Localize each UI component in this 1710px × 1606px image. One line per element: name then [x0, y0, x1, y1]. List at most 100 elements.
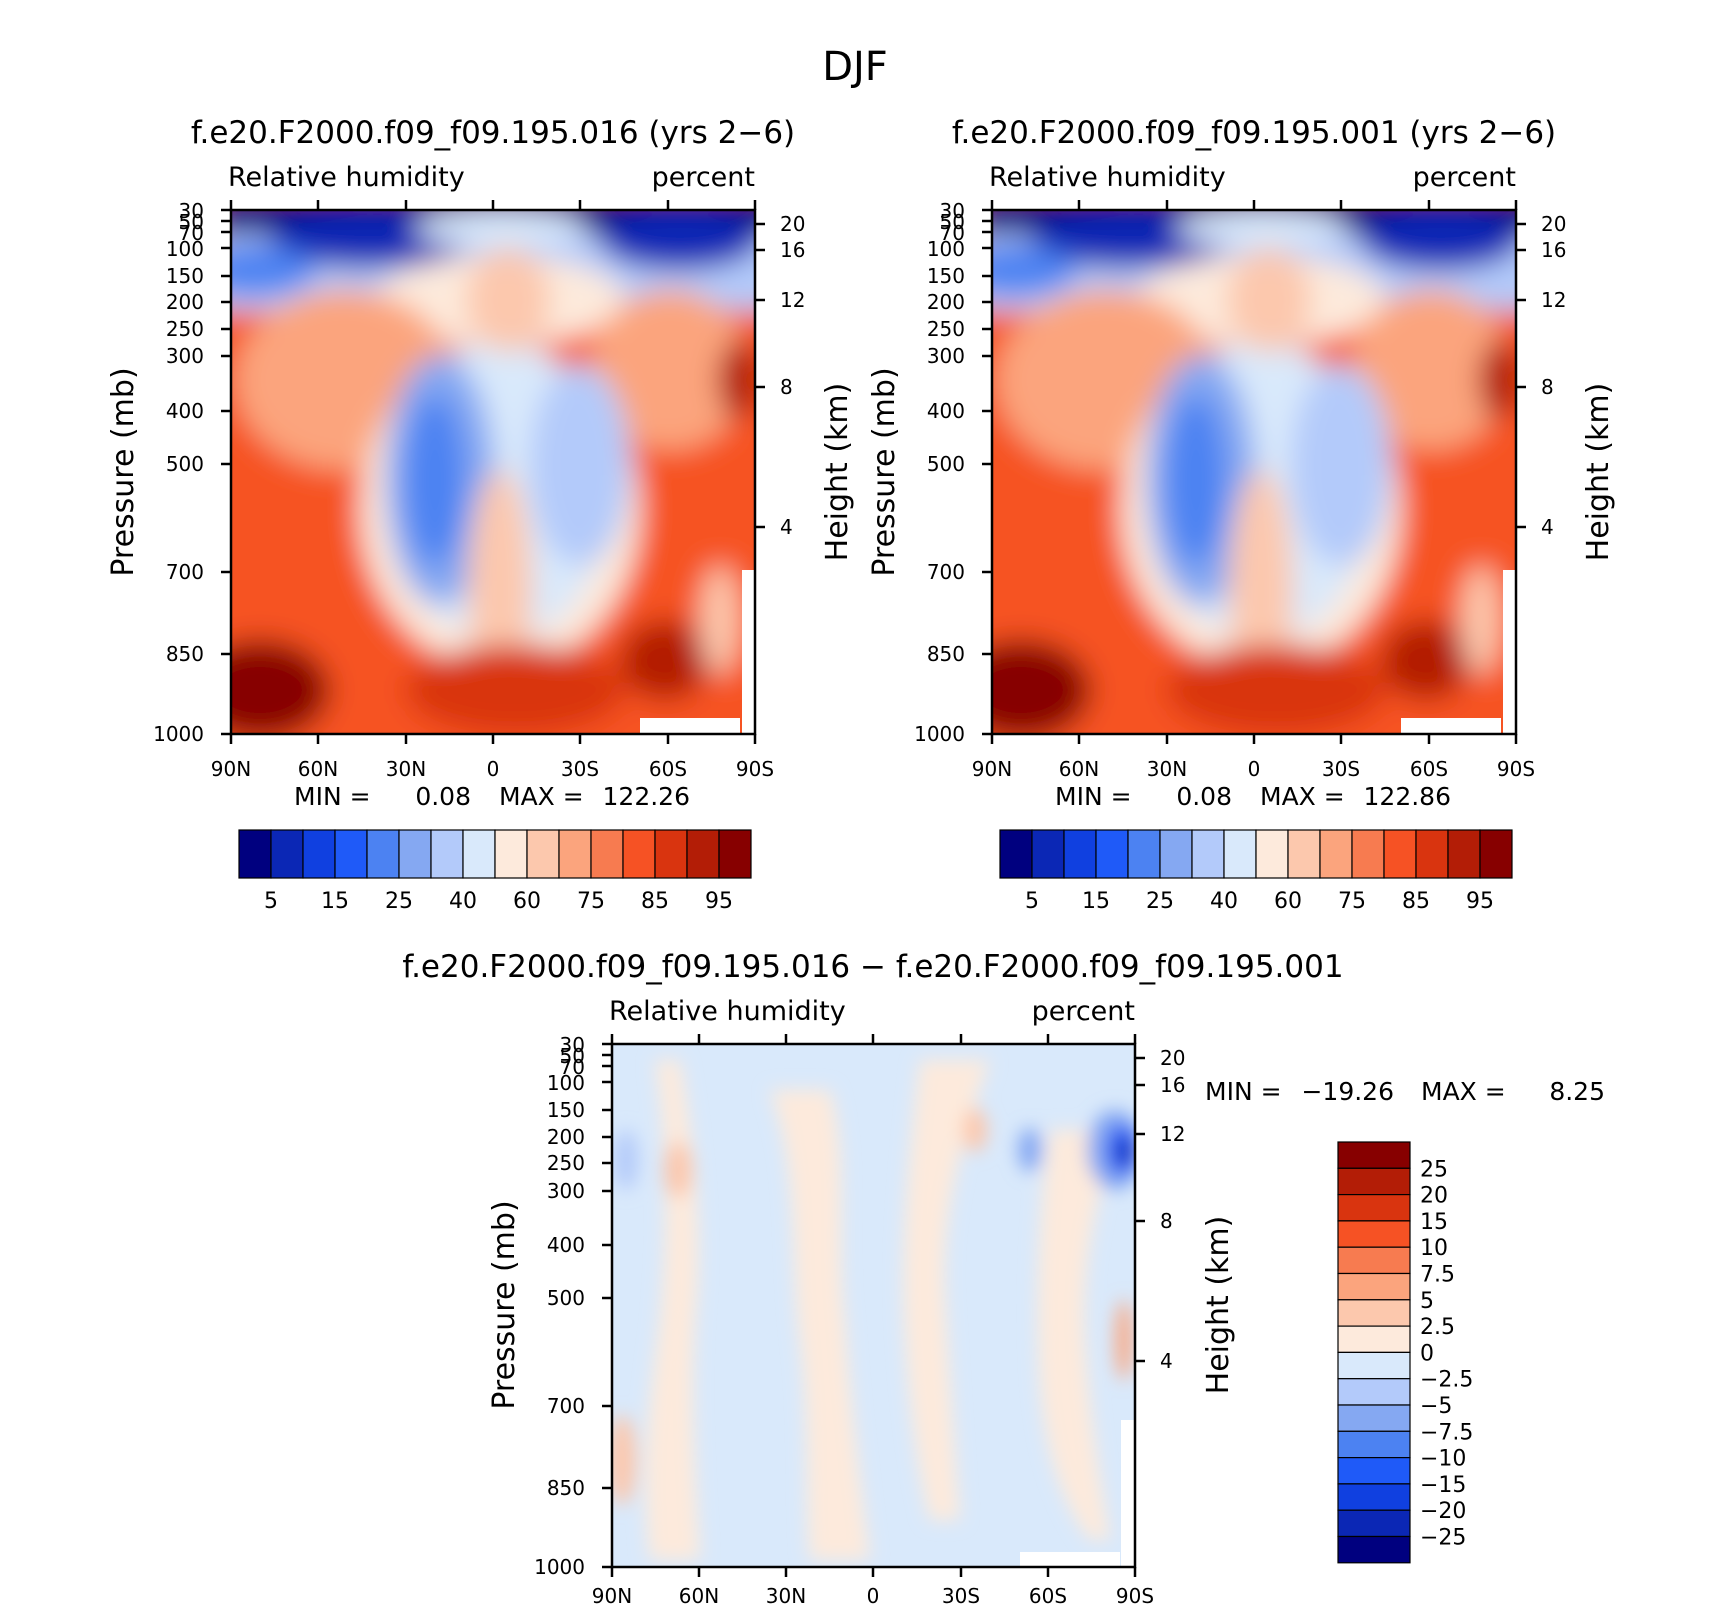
y-tick-label: 100	[547, 1071, 585, 1095]
x-tick-label: 60S	[1029, 1584, 1067, 1606]
units-label: percent	[1032, 996, 1135, 1027]
colorbar-label: 85	[1402, 889, 1430, 914]
colorbar-box	[366, 829, 400, 879]
units-label: percent	[1413, 162, 1516, 193]
plot-frame	[221, 200, 765, 744]
colorbar-box	[1337, 1430, 1411, 1459]
colorbar-box	[1337, 1246, 1411, 1275]
colorbar-box	[1337, 1351, 1411, 1380]
colorbar-box	[1337, 1193, 1411, 1222]
contour-field	[231, 210, 755, 734]
field-shapes	[231, 210, 755, 734]
y-tick-label: 250	[166, 317, 204, 341]
colorbar-label: 5	[264, 889, 278, 914]
colorbar-box	[1415, 829, 1449, 879]
colorbar-box	[1191, 829, 1225, 879]
plot-frame	[982, 200, 1526, 744]
colorbar-box	[462, 829, 496, 879]
y-tick-label: 300	[547, 1179, 585, 1203]
colorbar-label: 75	[1338, 889, 1366, 914]
y2-tick-label: 16	[780, 238, 805, 262]
y-tick-label: 50	[560, 1044, 585, 1068]
x-tick-label: 30N	[766, 1584, 806, 1606]
colorbar-label: −10	[1420, 1447, 1466, 1472]
y-tick-label: 150	[547, 1098, 585, 1122]
colorbar-label: 40	[1210, 889, 1238, 914]
colorbar-label: −5	[1420, 1394, 1452, 1419]
min-label: MIN =	[1205, 1077, 1282, 1106]
y2-axis-title: Height (km)	[1201, 1216, 1236, 1395]
y-tick-labels: 30 50 70 100 150 200 250 300 400 500 700…	[153, 199, 204, 746]
x-tick-label: 60N	[298, 757, 338, 781]
y-tick-label: 200	[927, 290, 965, 314]
y-tick-label: 70	[940, 221, 965, 245]
y2-axis-title: Height (km)	[1581, 383, 1616, 562]
y-tick-labels: 30 50 70 100 150 200 250 300 400 500 700…	[534, 1033, 585, 1579]
y-tick-label: 400	[927, 399, 965, 423]
y-tick-label: 700	[547, 1394, 585, 1418]
y2-tick-label: 12	[1541, 288, 1566, 312]
y-axis-title: Pressure (mb)	[106, 367, 141, 576]
y2-tick-label: 8	[1160, 1209, 1173, 1233]
x-tick-label: 90S	[1116, 1584, 1154, 1606]
y2-tick-label: 16	[1160, 1073, 1185, 1097]
colorbar-label: 25	[1146, 889, 1174, 914]
colorbar-label: 2.5	[1420, 1315, 1455, 1340]
stats-line: MIN = 0.08 MAX = 122.86	[1055, 782, 1451, 811]
x-tick-label: 30S	[942, 1584, 980, 1606]
y-tick-label: 700	[166, 560, 204, 584]
colorbar: 5 15 25 40 60 75 85 95	[238, 829, 752, 914]
y2-tick-label: 20	[1541, 212, 1566, 236]
colorbar-box	[654, 829, 688, 879]
y-tick-label: 250	[547, 1151, 585, 1175]
y2-tick-labels: 20 16 12 8 4	[1160, 1046, 1185, 1373]
stats-line: MIN = 0.08 MAX = 122.26	[294, 782, 690, 811]
contour-field	[612, 1044, 1135, 1567]
colorbar-label: 15	[1082, 889, 1110, 914]
colorbar-box	[1337, 1378, 1411, 1406]
stats-line: MIN = −19.26 MAX = 8.25	[1205, 1077, 1605, 1106]
colorbar-box	[718, 829, 752, 879]
colorbar-box	[1319, 829, 1353, 879]
y-tick-label: 300	[166, 344, 204, 368]
max-value: 122.86	[1364, 782, 1451, 811]
colorbar-box	[1351, 829, 1385, 879]
max-value: 8.25	[1549, 1077, 1605, 1106]
y2-tick-label: 12	[1160, 1122, 1185, 1146]
colorbar-box	[1287, 829, 1321, 879]
variable-label: Relative humidity	[989, 162, 1226, 193]
colorbar-label: −25	[1420, 1526, 1466, 1551]
y-tick-label: 50	[940, 210, 965, 234]
y-tick-label: 400	[547, 1233, 585, 1257]
colorbar-label: 5	[1025, 889, 1039, 914]
colorbar-label: 95	[1466, 889, 1494, 914]
min-label: MIN =	[1055, 782, 1132, 811]
y2-tick-label: 12	[780, 288, 805, 312]
min-value: −19.26	[1301, 1077, 1394, 1106]
panel-top-left: f.e20.F2000.f09_f09.195.016 (yrs 2−6) Re…	[106, 115, 855, 914]
units-label: percent	[652, 162, 755, 193]
colorbar-box	[494, 829, 528, 879]
colorbar-label: 60	[513, 889, 541, 914]
colorbar-box	[1383, 829, 1417, 879]
colorbar-label: 15	[321, 889, 349, 914]
max-value: 122.26	[603, 782, 690, 811]
colorbar-label: 40	[449, 889, 477, 914]
y2-tick-label: 20	[1160, 1046, 1185, 1070]
x-tick-labels: 90N 60N 30N 0 30S 60S 90S	[592, 1584, 1154, 1606]
y-tick-label: 70	[560, 1055, 585, 1079]
x-tick-label: 90S	[1497, 757, 1535, 781]
x-tick-label: 90S	[736, 757, 774, 781]
colorbar-box	[1337, 1456, 1411, 1485]
panel-title: f.e20.F2000.f09_f09.195.016 (yrs 2−6)	[191, 115, 795, 151]
colorbar-box	[1337, 1141, 1411, 1169]
y-tick-label: 150	[927, 264, 965, 288]
colorbar-box	[1337, 1220, 1411, 1248]
colorbar-label: 0	[1420, 1341, 1434, 1366]
colorbar-box	[334, 829, 368, 879]
y-tick-label: 700	[927, 560, 965, 584]
contour-field	[992, 210, 1516, 734]
colorbar-label: 7.5	[1420, 1263, 1455, 1288]
y-tick-label: 100	[927, 237, 965, 261]
